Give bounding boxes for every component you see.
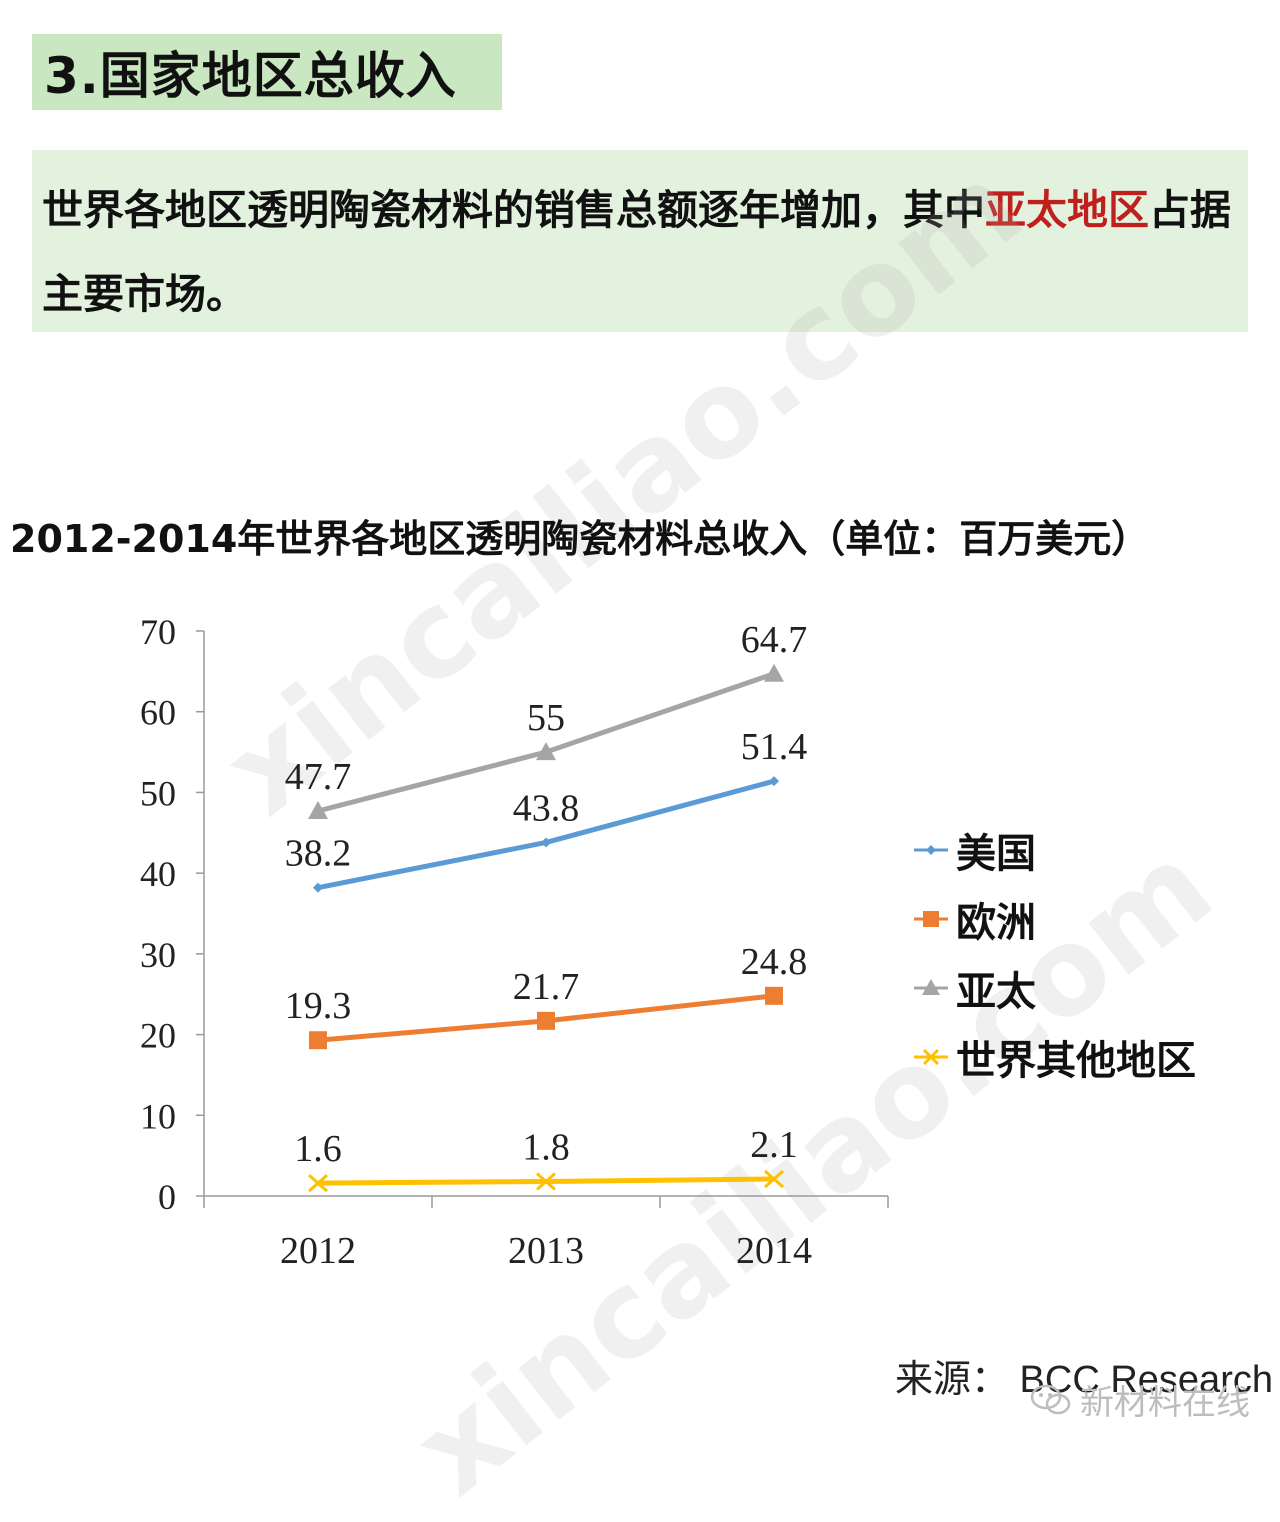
legend-marker-diamond-icon	[914, 844, 948, 855]
data-label: 51.4	[741, 726, 808, 768]
summary-text-end: 占据主要市场。	[42, 186, 1231, 318]
data-point	[536, 1172, 556, 1191]
data-point	[536, 742, 556, 761]
data-point	[764, 1169, 784, 1189]
y-tick-label: 0	[158, 1177, 176, 1217]
brand-mark: 新材料在线	[1030, 1375, 1250, 1424]
data-point	[769, 776, 779, 787]
x-tick-label: 2014	[736, 1230, 812, 1272]
legend-marker-triangle-icon	[914, 978, 948, 995]
data-label: 47.7	[285, 756, 352, 798]
data-point	[537, 1011, 555, 1030]
data-point	[308, 800, 328, 819]
data-point	[308, 1173, 328, 1193]
y-tick-label: 40	[140, 854, 176, 894]
data-label: 64.7	[741, 619, 808, 661]
brand-name: 新材料在线	[1080, 1383, 1250, 1423]
data-point	[765, 986, 783, 1005]
x-tick-label: 2013	[508, 1230, 584, 1272]
data-point	[541, 837, 551, 848]
data-label: 43.8	[513, 787, 580, 829]
y-tick-label: 50	[140, 773, 176, 813]
data-label: 1.8	[522, 1126, 570, 1168]
data-point	[764, 663, 784, 682]
legend-item: 亚太	[912, 953, 1242, 1022]
summary-highlight: 亚太地区	[985, 186, 1149, 234]
chart-title: 2012-2014年世界各地区透明陶瓷材料总收入（单位：百万美元）	[10, 517, 1150, 561]
line-chart: 0 10 20 30 40 50 60 70 2012 2013 2014 38.2 43.8 51.4 1…	[140, 612, 889, 1272]
data-label: 1.6	[294, 1128, 342, 1170]
x-tick-label: 2012	[280, 1230, 356, 1272]
legend-item: 世界其他地区	[912, 1022, 1242, 1091]
legend-item: 欧洲	[912, 884, 1242, 953]
legend-label: 世界其他地区	[956, 1037, 1196, 1084]
summary-box: 世界各地区透明陶瓷材料的销售总额逐年增加，其中亚太地区占据主要市场。	[32, 150, 1248, 332]
data-label: 55	[527, 697, 565, 739]
section-title: 3.国家地区总收入	[32, 34, 502, 110]
legend-marker-square-icon	[914, 910, 948, 927]
data-label: 24.8	[741, 941, 808, 983]
data-label: 2.1	[750, 1124, 798, 1166]
y-tick-label: 30	[140, 935, 176, 975]
data-label: 21.7	[513, 966, 580, 1008]
y-tick-label: 70	[140, 612, 176, 652]
summary-text: 世界各地区透明陶瓷材料的销售总额逐年增加，其中	[42, 186, 985, 234]
data-point	[309, 1031, 327, 1050]
legend-label: 欧洲	[956, 899, 1036, 946]
y-tick-label: 60	[140, 693, 176, 733]
chart-legend: 美国 欧洲 亚太 世界其他地区	[912, 815, 1242, 1091]
legend-marker-x-icon	[914, 1048, 948, 1065]
data-label: 38.2	[285, 833, 352, 875]
data-point	[313, 882, 323, 893]
wechat-icon	[1030, 1384, 1071, 1414]
legend-item: 美国	[912, 815, 1242, 884]
data-label: 19.3	[285, 985, 352, 1027]
source-note: 来源： BCC Research	[895, 1359, 1273, 1401]
legend-label: 美国	[956, 830, 1036, 877]
y-tick-label: 10	[140, 1096, 176, 1136]
legend-label: 亚太	[956, 968, 1036, 1015]
y-tick-label: 20	[140, 1016, 176, 1056]
